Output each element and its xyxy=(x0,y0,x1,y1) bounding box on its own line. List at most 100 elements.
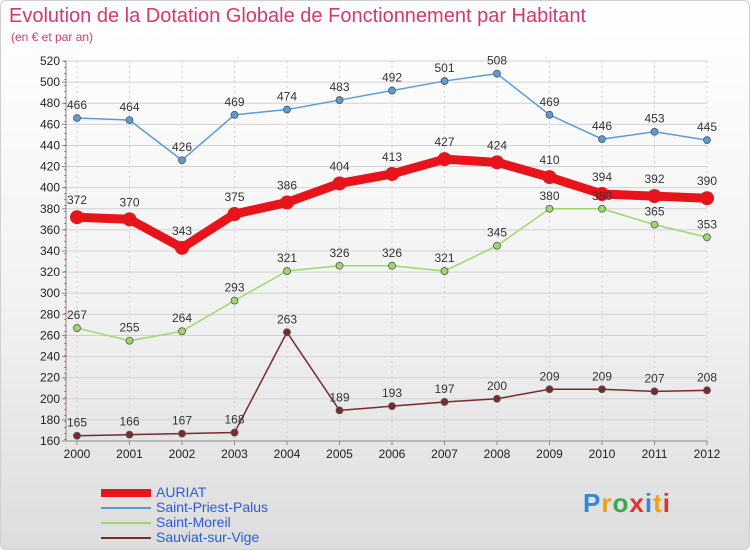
data-label: 474 xyxy=(277,90,297,104)
data-label: 193 xyxy=(382,386,402,400)
data-label: 264 xyxy=(172,311,192,325)
data-label: 501 xyxy=(434,61,454,75)
data-point xyxy=(385,166,399,181)
data-label: 165 xyxy=(67,416,87,430)
data-point xyxy=(703,136,711,145)
data-label: 326 xyxy=(329,246,349,260)
legend-swatch xyxy=(101,522,151,524)
data-point xyxy=(440,267,449,275)
y-tick-label: 420 xyxy=(40,160,60,174)
y-tick-label: 380 xyxy=(40,202,60,216)
data-point xyxy=(178,156,186,165)
y-tick-label: 460 xyxy=(40,117,60,131)
chart-subtitle: (en € et par an) xyxy=(11,30,94,44)
x-tick-label: 2002 xyxy=(169,447,196,461)
data-label: 365 xyxy=(644,205,664,219)
data-labels: 372 370 343 375 386 404 413 427 424 410 394 392 390 4… xyxy=(67,54,717,430)
x-tick-label: 2000 xyxy=(64,447,91,461)
x-tick-label: 2012 xyxy=(694,447,721,461)
data-point xyxy=(332,176,347,191)
data-label: 469 xyxy=(224,95,244,109)
data-point xyxy=(70,210,84,225)
data-label: 394 xyxy=(592,170,612,184)
data-label: 370 xyxy=(119,195,139,209)
legend-label: Sauviat-sur-Vige xyxy=(156,529,260,545)
data-point xyxy=(335,406,344,415)
data-point xyxy=(280,195,294,210)
data-label: 326 xyxy=(382,246,402,260)
y-tick-label: 520 xyxy=(40,54,60,68)
legend-label: Saint-Priest-Palus xyxy=(156,499,269,515)
logo-letter: r xyxy=(601,488,613,518)
data-label: 508 xyxy=(487,54,507,68)
proxiti-logo[interactable]: Proxiti xyxy=(583,488,671,519)
data-label: 453 xyxy=(644,112,664,126)
data-point xyxy=(598,204,606,213)
data-label: 321 xyxy=(277,251,297,265)
data-point xyxy=(598,135,606,144)
data-label: 386 xyxy=(277,178,297,192)
data-label: 321 xyxy=(434,251,454,265)
grid-lines xyxy=(66,60,708,442)
data-point xyxy=(545,204,554,213)
data-point xyxy=(595,187,609,201)
data-point xyxy=(650,127,659,136)
data-point xyxy=(490,155,504,170)
axes: 160 180 200 220 240 260 280 300 320 340 360 380 400 4… xyxy=(40,54,721,461)
y-tick-label: 180 xyxy=(40,413,60,427)
y-tick-label: 300 xyxy=(40,286,60,300)
x-tick-label: 2001 xyxy=(116,447,143,461)
data-label: 167 xyxy=(172,414,192,428)
data-label: 404 xyxy=(329,159,349,173)
data-point xyxy=(178,429,186,438)
data-label: 263 xyxy=(277,312,297,326)
data-label: 209 xyxy=(539,369,559,383)
data-point xyxy=(125,430,134,439)
logo-letter: i xyxy=(644,488,654,518)
y-tick-label: 240 xyxy=(40,350,60,364)
data-label: 469 xyxy=(539,95,559,109)
x-tick-label: 2009 xyxy=(536,447,563,461)
y-tick-label: 480 xyxy=(40,96,60,110)
data-label: 168 xyxy=(224,413,244,427)
data-label: 255 xyxy=(119,321,139,335)
legend-label: Saint-Moreil xyxy=(156,514,231,530)
y-tick-label: 260 xyxy=(40,328,60,342)
data-label: 380 xyxy=(592,189,612,203)
logo-letter: x xyxy=(629,488,645,518)
data-label: 372 xyxy=(67,193,87,207)
x-tick-label: 2007 xyxy=(431,447,458,461)
legend-label: AURIAT xyxy=(156,484,207,500)
data-label: 380 xyxy=(539,189,559,203)
y-tick-label: 220 xyxy=(40,371,60,385)
data-label: 343 xyxy=(172,224,192,238)
data-label: 293 xyxy=(224,281,244,295)
data-label: 208 xyxy=(697,370,717,384)
y-tick-label: 280 xyxy=(40,307,60,321)
data-label: 426 xyxy=(172,140,192,154)
data-point xyxy=(542,170,557,185)
data-point xyxy=(283,267,291,275)
data-point xyxy=(650,220,659,229)
x-tick-label: 2010 xyxy=(589,447,616,461)
series-lines xyxy=(70,69,714,440)
data-label: 464 xyxy=(119,100,139,114)
data-point xyxy=(73,324,81,332)
data-label: 445 xyxy=(697,120,717,134)
data-point xyxy=(230,428,239,437)
data-point xyxy=(230,110,239,119)
data-point xyxy=(545,385,554,394)
data-point xyxy=(227,207,242,222)
data-label: 424 xyxy=(487,138,507,152)
data-label: 345 xyxy=(487,226,507,240)
data-point xyxy=(388,261,396,270)
data-point xyxy=(335,261,344,270)
data-point xyxy=(493,241,501,250)
legend-swatch xyxy=(101,537,151,539)
data-label: 392 xyxy=(644,172,664,186)
y-tick-label: 440 xyxy=(40,138,60,152)
data-label: 166 xyxy=(119,415,139,429)
y-tick-label: 500 xyxy=(40,75,60,89)
data-label: 267 xyxy=(67,308,87,322)
data-label: 427 xyxy=(434,135,454,149)
